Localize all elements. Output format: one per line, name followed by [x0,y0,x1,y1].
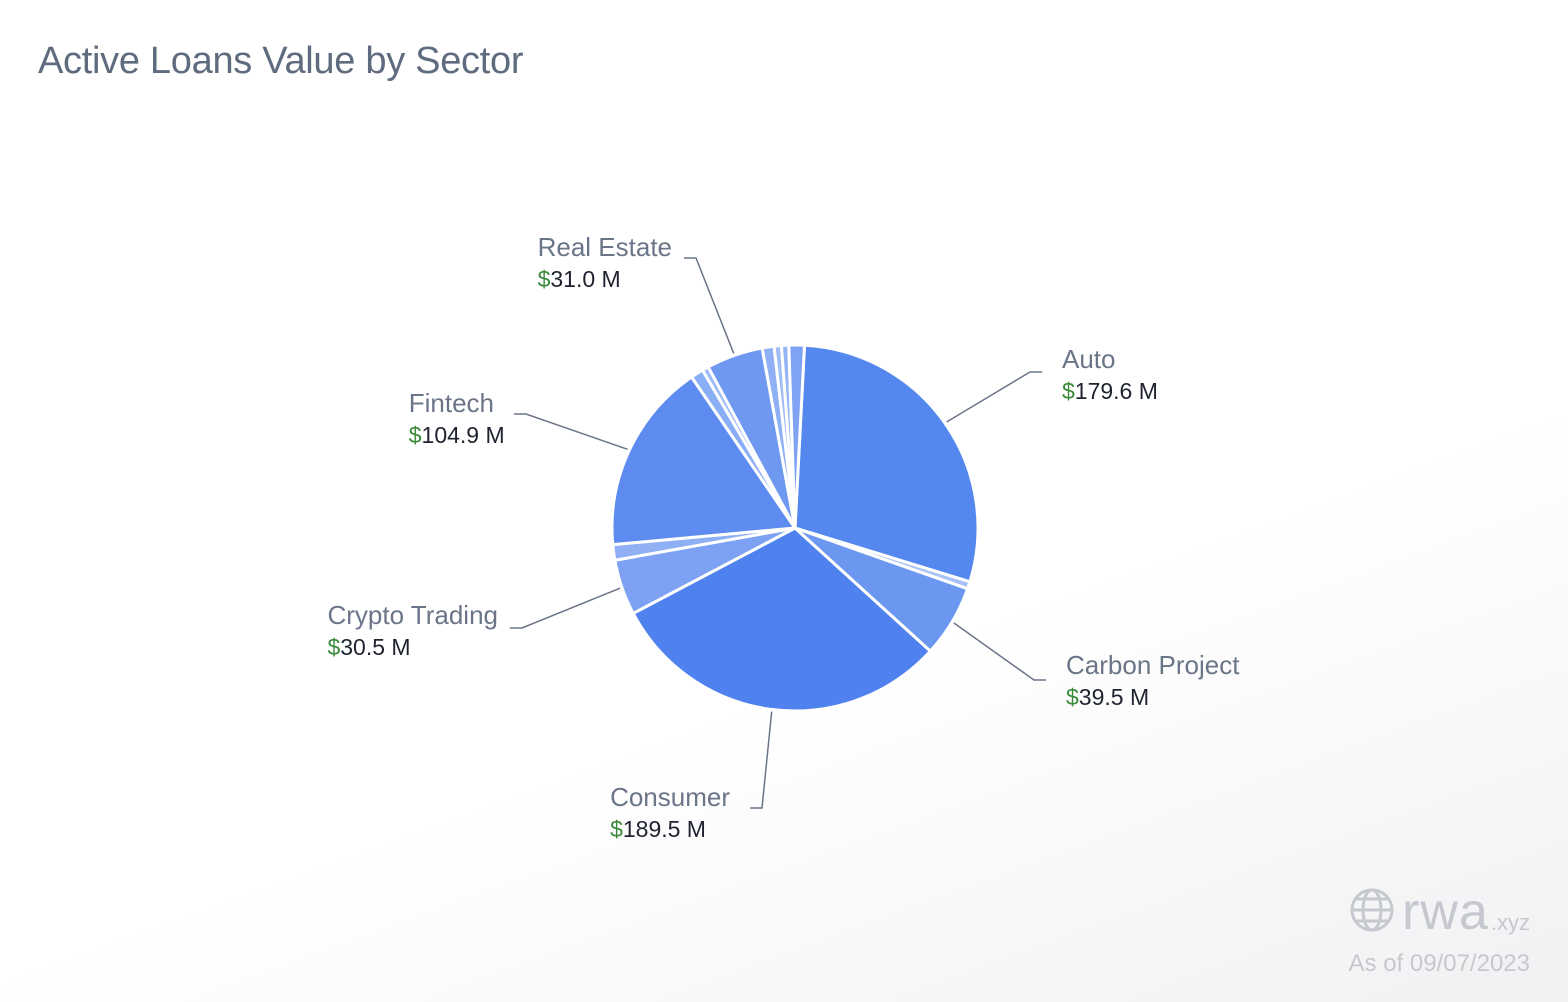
slice-value: $104.9 M [409,422,505,448]
chart-title: Active Loans Value by Sector [38,40,524,82]
brand-name: rwa [1402,883,1489,941]
as-of-date: As of 09/07/2023 [1348,950,1530,977]
slice-label: Consumer [610,782,730,812]
slice-value: $31.0 M [538,266,621,292]
pie-slice-auto[interactable] [793,343,980,584]
leader-line [514,413,628,450]
slice-label: Fintech [409,388,494,418]
leader-line [684,257,735,354]
globe-icon [1350,888,1394,932]
slice-label: Auto [1062,344,1116,374]
pie-slice-fintech[interactable] [610,375,797,547]
slice-value: $179.6 M [1062,378,1158,404]
pie-slice-consumer[interactable] [631,526,932,713]
leader-line [750,711,773,809]
brand-watermark: rwa .xyz [1348,886,1530,938]
slice-value: $189.5 M [610,816,706,842]
pie-slice[interactable] [787,343,807,530]
slice-value: $30.5 M [327,634,410,660]
slice-label: Real Estate [538,232,672,262]
leader-line [953,622,1046,681]
leader-line [510,587,621,629]
slice-value: $39.5 M [1066,684,1149,710]
slice-label: Carbon Project [1066,650,1240,680]
slice-label: Crypto Trading [327,600,498,630]
brand-suffix: .xyz [1490,910,1530,935]
leader-line [946,371,1042,423]
